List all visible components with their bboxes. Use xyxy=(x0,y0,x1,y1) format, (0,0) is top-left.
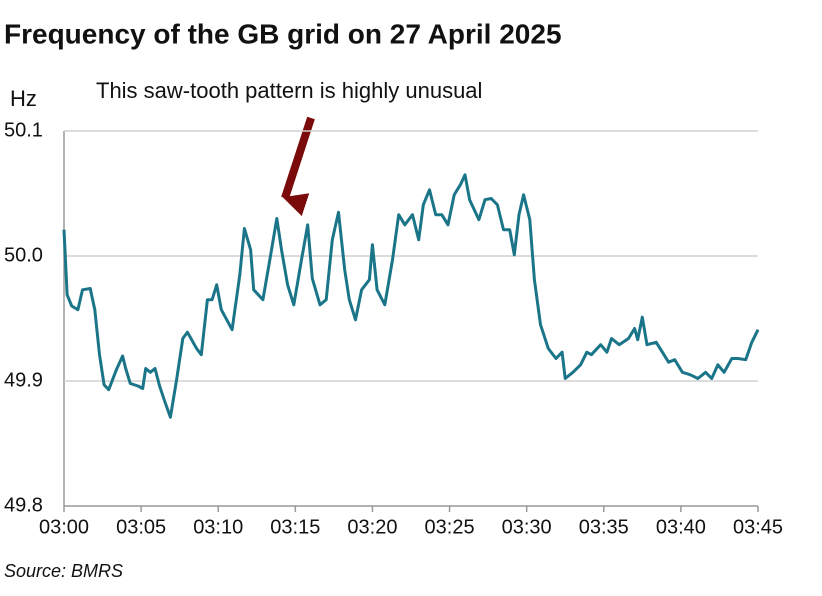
source: Source: BMRS xyxy=(4,561,123,581)
x-tick-label: 03:15 xyxy=(270,516,320,538)
line-series xyxy=(62,173,760,419)
y-tick-label: 50.0 xyxy=(4,244,43,266)
x-tick-label: 03:35 xyxy=(579,516,629,538)
x-tick-label: 03:40 xyxy=(656,516,706,538)
annotation: This saw-tooth pattern is highly unusual xyxy=(96,78,482,103)
y-tick-label: 49.9 xyxy=(4,369,43,391)
x-tick-label: 03:45 xyxy=(733,516,783,538)
x-tick-label: 03:10 xyxy=(193,516,243,538)
x-tick-label: 03:05 xyxy=(116,516,166,538)
x-tick-label: 03:25 xyxy=(425,516,475,538)
x-tick-label: 03:30 xyxy=(502,516,552,538)
y-tick-label: 49.8 xyxy=(4,494,43,516)
y-tick-label: 50.1 xyxy=(4,119,43,141)
x-tick-label: 03:20 xyxy=(347,516,397,538)
chart-title: Frequency of the GB grid on 27 April 202… xyxy=(4,18,562,49)
x-tick-label: 03:00 xyxy=(39,516,89,538)
annotation-arrow xyxy=(281,116,315,217)
y-axis-label: Hz xyxy=(10,86,37,111)
